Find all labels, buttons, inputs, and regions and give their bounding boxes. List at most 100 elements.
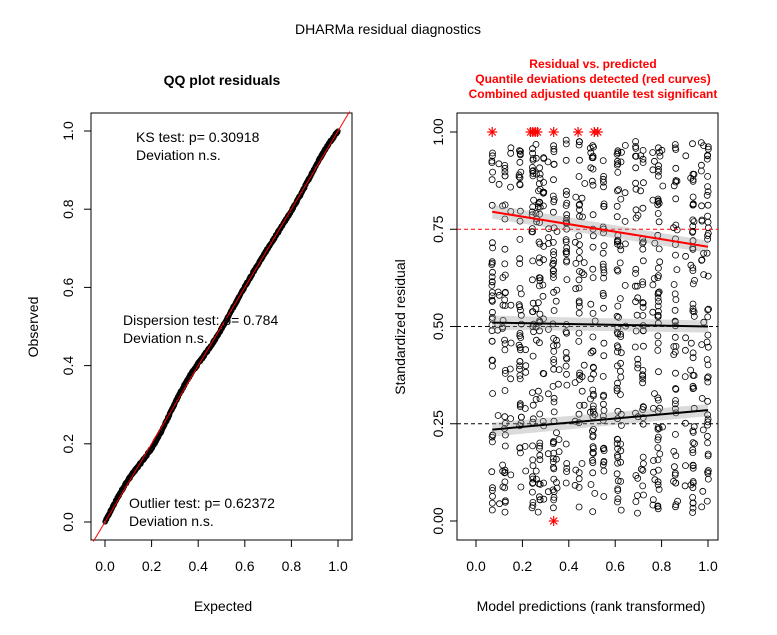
residual-point bbox=[599, 249, 607, 257]
residual-point bbox=[672, 195, 680, 203]
residual-point bbox=[656, 152, 664, 160]
residual-point bbox=[649, 281, 657, 289]
residual-point bbox=[488, 281, 496, 289]
qq-y-label: Observed bbox=[25, 297, 41, 358]
residual-point bbox=[536, 444, 543, 452]
residual-point bbox=[600, 400, 607, 408]
residual-point bbox=[576, 369, 583, 377]
residual-point bbox=[488, 157, 496, 165]
residual-point bbox=[550, 356, 558, 363]
residual-point bbox=[614, 495, 622, 503]
residual-point bbox=[576, 401, 583, 409]
residual-point bbox=[682, 419, 689, 427]
residual-point bbox=[562, 440, 570, 448]
residual-point bbox=[691, 276, 698, 284]
residual-point bbox=[576, 241, 583, 249]
residual-point bbox=[600, 493, 608, 500]
residual-point bbox=[488, 506, 496, 514]
residual-point bbox=[580, 401, 588, 409]
residual-point bbox=[501, 346, 509, 354]
residual-point bbox=[535, 238, 543, 246]
residual-point bbox=[651, 157, 658, 165]
residual-point bbox=[550, 198, 558, 206]
residual-point bbox=[578, 194, 586, 202]
residual-point bbox=[539, 369, 547, 377]
residual-point bbox=[671, 400, 679, 408]
residual-point bbox=[494, 288, 502, 296]
residual-point bbox=[703, 338, 711, 346]
residual-point bbox=[516, 346, 524, 354]
residual-point bbox=[672, 479, 680, 487]
residual-point bbox=[614, 477, 622, 485]
residual-point bbox=[501, 340, 509, 348]
residual-point bbox=[489, 484, 496, 492]
residual-point bbox=[600, 444, 608, 452]
residual-point bbox=[534, 299, 542, 307]
residual-point bbox=[698, 503, 706, 511]
residual-quantile-curves bbox=[492, 204, 709, 437]
residual-point bbox=[682, 346, 689, 354]
residual-point bbox=[634, 364, 642, 372]
residual-point bbox=[671, 141, 679, 148]
residual-point bbox=[703, 374, 711, 382]
residual-point bbox=[600, 467, 608, 475]
residual-point bbox=[632, 472, 640, 479]
residual-point bbox=[501, 442, 509, 450]
residual-point bbox=[639, 239, 646, 247]
dispersion-deviation-label: Deviation n.s. bbox=[123, 330, 208, 346]
qq-y-tick-label: 1.0 bbox=[60, 121, 76, 141]
residual-point bbox=[549, 455, 557, 463]
residual-point bbox=[488, 278, 496, 286]
residual-point bbox=[545, 225, 553, 233]
residual-point bbox=[579, 213, 586, 221]
residual-point bbox=[640, 342, 647, 350]
residual-point bbox=[689, 349, 697, 357]
residual-point bbox=[506, 365, 514, 373]
residual-point bbox=[575, 337, 583, 345]
residual-point bbox=[700, 249, 707, 257]
residual-point bbox=[705, 305, 712, 313]
residual-point bbox=[572, 193, 580, 201]
residual-point bbox=[530, 328, 537, 336]
residual-y-label: Standardized residual bbox=[392, 259, 408, 394]
residual-point bbox=[495, 160, 503, 168]
residual-point bbox=[689, 307, 697, 315]
residual-point bbox=[489, 268, 496, 276]
residual-point bbox=[670, 281, 678, 288]
residual-point bbox=[704, 145, 712, 153]
residual-point bbox=[549, 270, 557, 278]
residual-point bbox=[535, 180, 543, 188]
residual-point bbox=[587, 395, 594, 403]
residual-point bbox=[536, 451, 544, 459]
residual-point bbox=[649, 501, 657, 509]
residual-point bbox=[562, 236, 570, 244]
residual-point bbox=[522, 368, 530, 376]
residual-point bbox=[615, 313, 622, 321]
residual-point bbox=[553, 341, 561, 349]
residual-point bbox=[507, 183, 514, 191]
residual-point bbox=[544, 158, 552, 166]
residual-point bbox=[488, 315, 496, 323]
residual-point bbox=[613, 213, 621, 221]
residual-point bbox=[589, 243, 597, 251]
residual-point bbox=[614, 348, 621, 356]
residual-point bbox=[529, 442, 536, 450]
residual-point bbox=[670, 343, 678, 350]
residual-point bbox=[704, 421, 711, 429]
residual-point bbox=[689, 479, 697, 487]
residual-point bbox=[687, 174, 695, 182]
residual-point bbox=[550, 259, 557, 267]
residual-points bbox=[488, 136, 712, 517]
residual-point bbox=[704, 361, 712, 369]
residual-point bbox=[617, 477, 625, 485]
residual-point bbox=[656, 450, 664, 458]
residual-point bbox=[536, 496, 544, 504]
residual-point bbox=[590, 370, 597, 378]
residual-point bbox=[703, 191, 711, 199]
residual-point bbox=[655, 172, 662, 180]
residual-point bbox=[587, 375, 595, 383]
residual-point bbox=[654, 503, 662, 511]
residual-point bbox=[671, 144, 679, 152]
residual-point bbox=[617, 333, 625, 341]
residual-point bbox=[501, 336, 509, 344]
